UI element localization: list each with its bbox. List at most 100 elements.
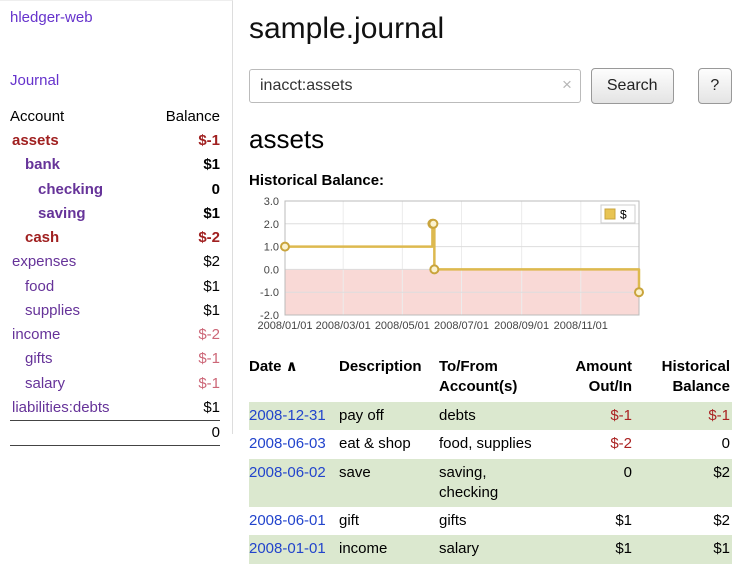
account-row: salary $-1 bbox=[10, 372, 220, 396]
transaction-accounts: debts bbox=[439, 407, 476, 424]
brand-link[interactable]: hledger-web bbox=[10, 9, 93, 26]
account-balance: $1 bbox=[203, 277, 220, 295]
account-link[interactable]: expenses bbox=[12, 253, 77, 271]
transaction-amount: $1 bbox=[615, 512, 632, 529]
accounts-header-row: Account Balance bbox=[10, 105, 220, 129]
transaction-description: income bbox=[339, 540, 388, 558]
account-balance: $1 bbox=[203, 301, 220, 319]
y-tick-label: -1.0 bbox=[260, 287, 279, 299]
legend-label: $ bbox=[620, 208, 627, 222]
account-link[interactable]: bank bbox=[25, 156, 61, 174]
register-header-date[interactable]: Date ∧ bbox=[249, 358, 298, 375]
account-balance: $2 bbox=[203, 253, 220, 271]
sidebar-item-journal[interactable]: Journal bbox=[10, 72, 60, 89]
transaction-date-cell: 2008-06-02 bbox=[249, 459, 339, 508]
account-heading: assets bbox=[249, 124, 325, 154]
account-link[interactable]: assets bbox=[12, 132, 59, 149]
y-tick-label: 1.0 bbox=[264, 242, 279, 254]
register-header-amount: Amount Out/In bbox=[575, 358, 632, 395]
transaction-date-link[interactable]: 2008-01-01 bbox=[249, 540, 326, 558]
transaction-amount: 0 bbox=[623, 463, 632, 481]
account-row: income $-2 bbox=[10, 323, 220, 347]
accounts-table: Account Balance assets $-1 bank $1 checking 0… bbox=[10, 105, 220, 447]
total-balance: 0 bbox=[145, 419, 220, 447]
account-link[interactable]: checking bbox=[38, 180, 104, 198]
data-point-marker bbox=[428, 218, 439, 229]
account-balance: $1 bbox=[203, 398, 220, 416]
clear-search-icon[interactable]: × bbox=[561, 75, 572, 94]
x-tick-label: 2008/03/01 bbox=[316, 320, 371, 332]
register-header-balance: Historical Balance bbox=[661, 358, 730, 395]
account-link[interactable]: food bbox=[25, 277, 55, 295]
account-name-cell: saving bbox=[10, 202, 146, 226]
account-name-cell: salary bbox=[10, 372, 146, 396]
search-input[interactable] bbox=[249, 69, 581, 103]
transaction-description: gift bbox=[339, 512, 360, 529]
transaction-date-link[interactable]: 2008-06-01 bbox=[249, 512, 326, 529]
transaction-amount: $-2 bbox=[610, 435, 632, 453]
account-name-cell: checking bbox=[10, 178, 146, 202]
account-name-cell: supplies bbox=[10, 299, 146, 323]
data-point-marker bbox=[280, 241, 290, 252]
transaction-accounts: food, supplies bbox=[439, 435, 532, 453]
register-header-row: Date ∧ Description To/From Account(s) Amount… bbox=[249, 355, 732, 402]
transaction-date-link[interactable]: 2008-06-03 bbox=[249, 435, 326, 453]
account-row: food $1 bbox=[10, 275, 220, 299]
register-table: Date ∧ Description To/From Account(s) Amount… bbox=[249, 355, 732, 564]
transaction-balance: 0 bbox=[721, 435, 730, 453]
data-point-marker bbox=[634, 287, 644, 298]
account-balance: $1 bbox=[203, 156, 220, 174]
main-content: sample.journal × Search ? assets Histori… bbox=[233, 0, 742, 582]
register-row: 2008-06-01 gift gifts $1 $2 bbox=[249, 507, 732, 535]
account-name-cell: expenses bbox=[10, 250, 146, 274]
account-balance: 0 bbox=[211, 180, 220, 198]
account-link[interactable]: gifts bbox=[25, 350, 53, 368]
register-row: 2008-01-01 income salary $1 $1 bbox=[249, 535, 732, 564]
register-header-account: To/From Account(s) bbox=[439, 358, 518, 395]
y-tick-label: 3.0 bbox=[264, 196, 279, 208]
account-link[interactable]: cash bbox=[25, 229, 60, 246]
account-row: expenses $2 bbox=[10, 250, 220, 274]
account-name-cell: bank bbox=[10, 153, 146, 177]
account-row: cash $-2 bbox=[10, 226, 220, 250]
transaction-amount: $-1 bbox=[610, 407, 632, 424]
total-row-spacer bbox=[10, 419, 146, 447]
account-link[interactable]: saving bbox=[38, 204, 86, 222]
account-balance: $-1 bbox=[198, 374, 220, 392]
transaction-description: eat & shop bbox=[339, 435, 411, 453]
balance-chart: 2008/01/01 2008/03/01 2008/05/01 2008/07/01… bbox=[257, 196, 644, 332]
sort-ascending-icon[interactable]: ∧ bbox=[281, 358, 298, 375]
search-row: × Search ? bbox=[249, 68, 732, 104]
search-field-wrap: × bbox=[249, 69, 581, 103]
legend-swatch bbox=[604, 208, 616, 220]
account-name-cell: income bbox=[10, 323, 146, 347]
account-balance: $1 bbox=[203, 204, 220, 222]
y-tick-label: -2.0 bbox=[260, 310, 279, 322]
transaction-balance: $2 bbox=[713, 512, 730, 529]
account-row: bank $1 bbox=[10, 153, 220, 177]
account-link[interactable]: income bbox=[12, 326, 61, 343]
account-row: saving $1 bbox=[10, 202, 220, 226]
transaction-date-link[interactable]: 2008-12-31 bbox=[249, 407, 326, 424]
transaction-balance: $2 bbox=[713, 463, 730, 481]
y-tick-label: 0.0 bbox=[264, 264, 279, 276]
search-button[interactable]: Search bbox=[590, 68, 674, 104]
chart-title: Historical Balance: bbox=[249, 172, 385, 189]
account-row: supplies $1 bbox=[10, 299, 220, 323]
account-name-cell: assets bbox=[10, 129, 146, 153]
transaction-balance: $1 bbox=[713, 540, 730, 558]
transaction-accounts: salary bbox=[439, 540, 480, 558]
page-title: sample.journal bbox=[249, 12, 445, 45]
account-link[interactable]: liabilities:debts bbox=[12, 398, 110, 416]
transaction-accounts: gifts bbox=[439, 512, 467, 529]
account-balance: $-1 bbox=[198, 350, 220, 368]
account-link[interactable]: salary bbox=[25, 374, 66, 392]
transaction-date-link[interactable]: 2008-06-02 bbox=[249, 463, 326, 481]
transaction-date-cell: 2008-01-01 bbox=[249, 535, 339, 563]
x-tick-label: 2008/11/01 bbox=[554, 320, 608, 332]
account-balance: $-2 bbox=[198, 326, 220, 343]
transaction-date-cell: 2008-12-31 bbox=[249, 402, 339, 430]
help-button[interactable]: ? bbox=[697, 68, 732, 104]
transaction-date-cell: 2008-06-03 bbox=[249, 430, 339, 458]
account-link[interactable]: supplies bbox=[25, 301, 81, 319]
